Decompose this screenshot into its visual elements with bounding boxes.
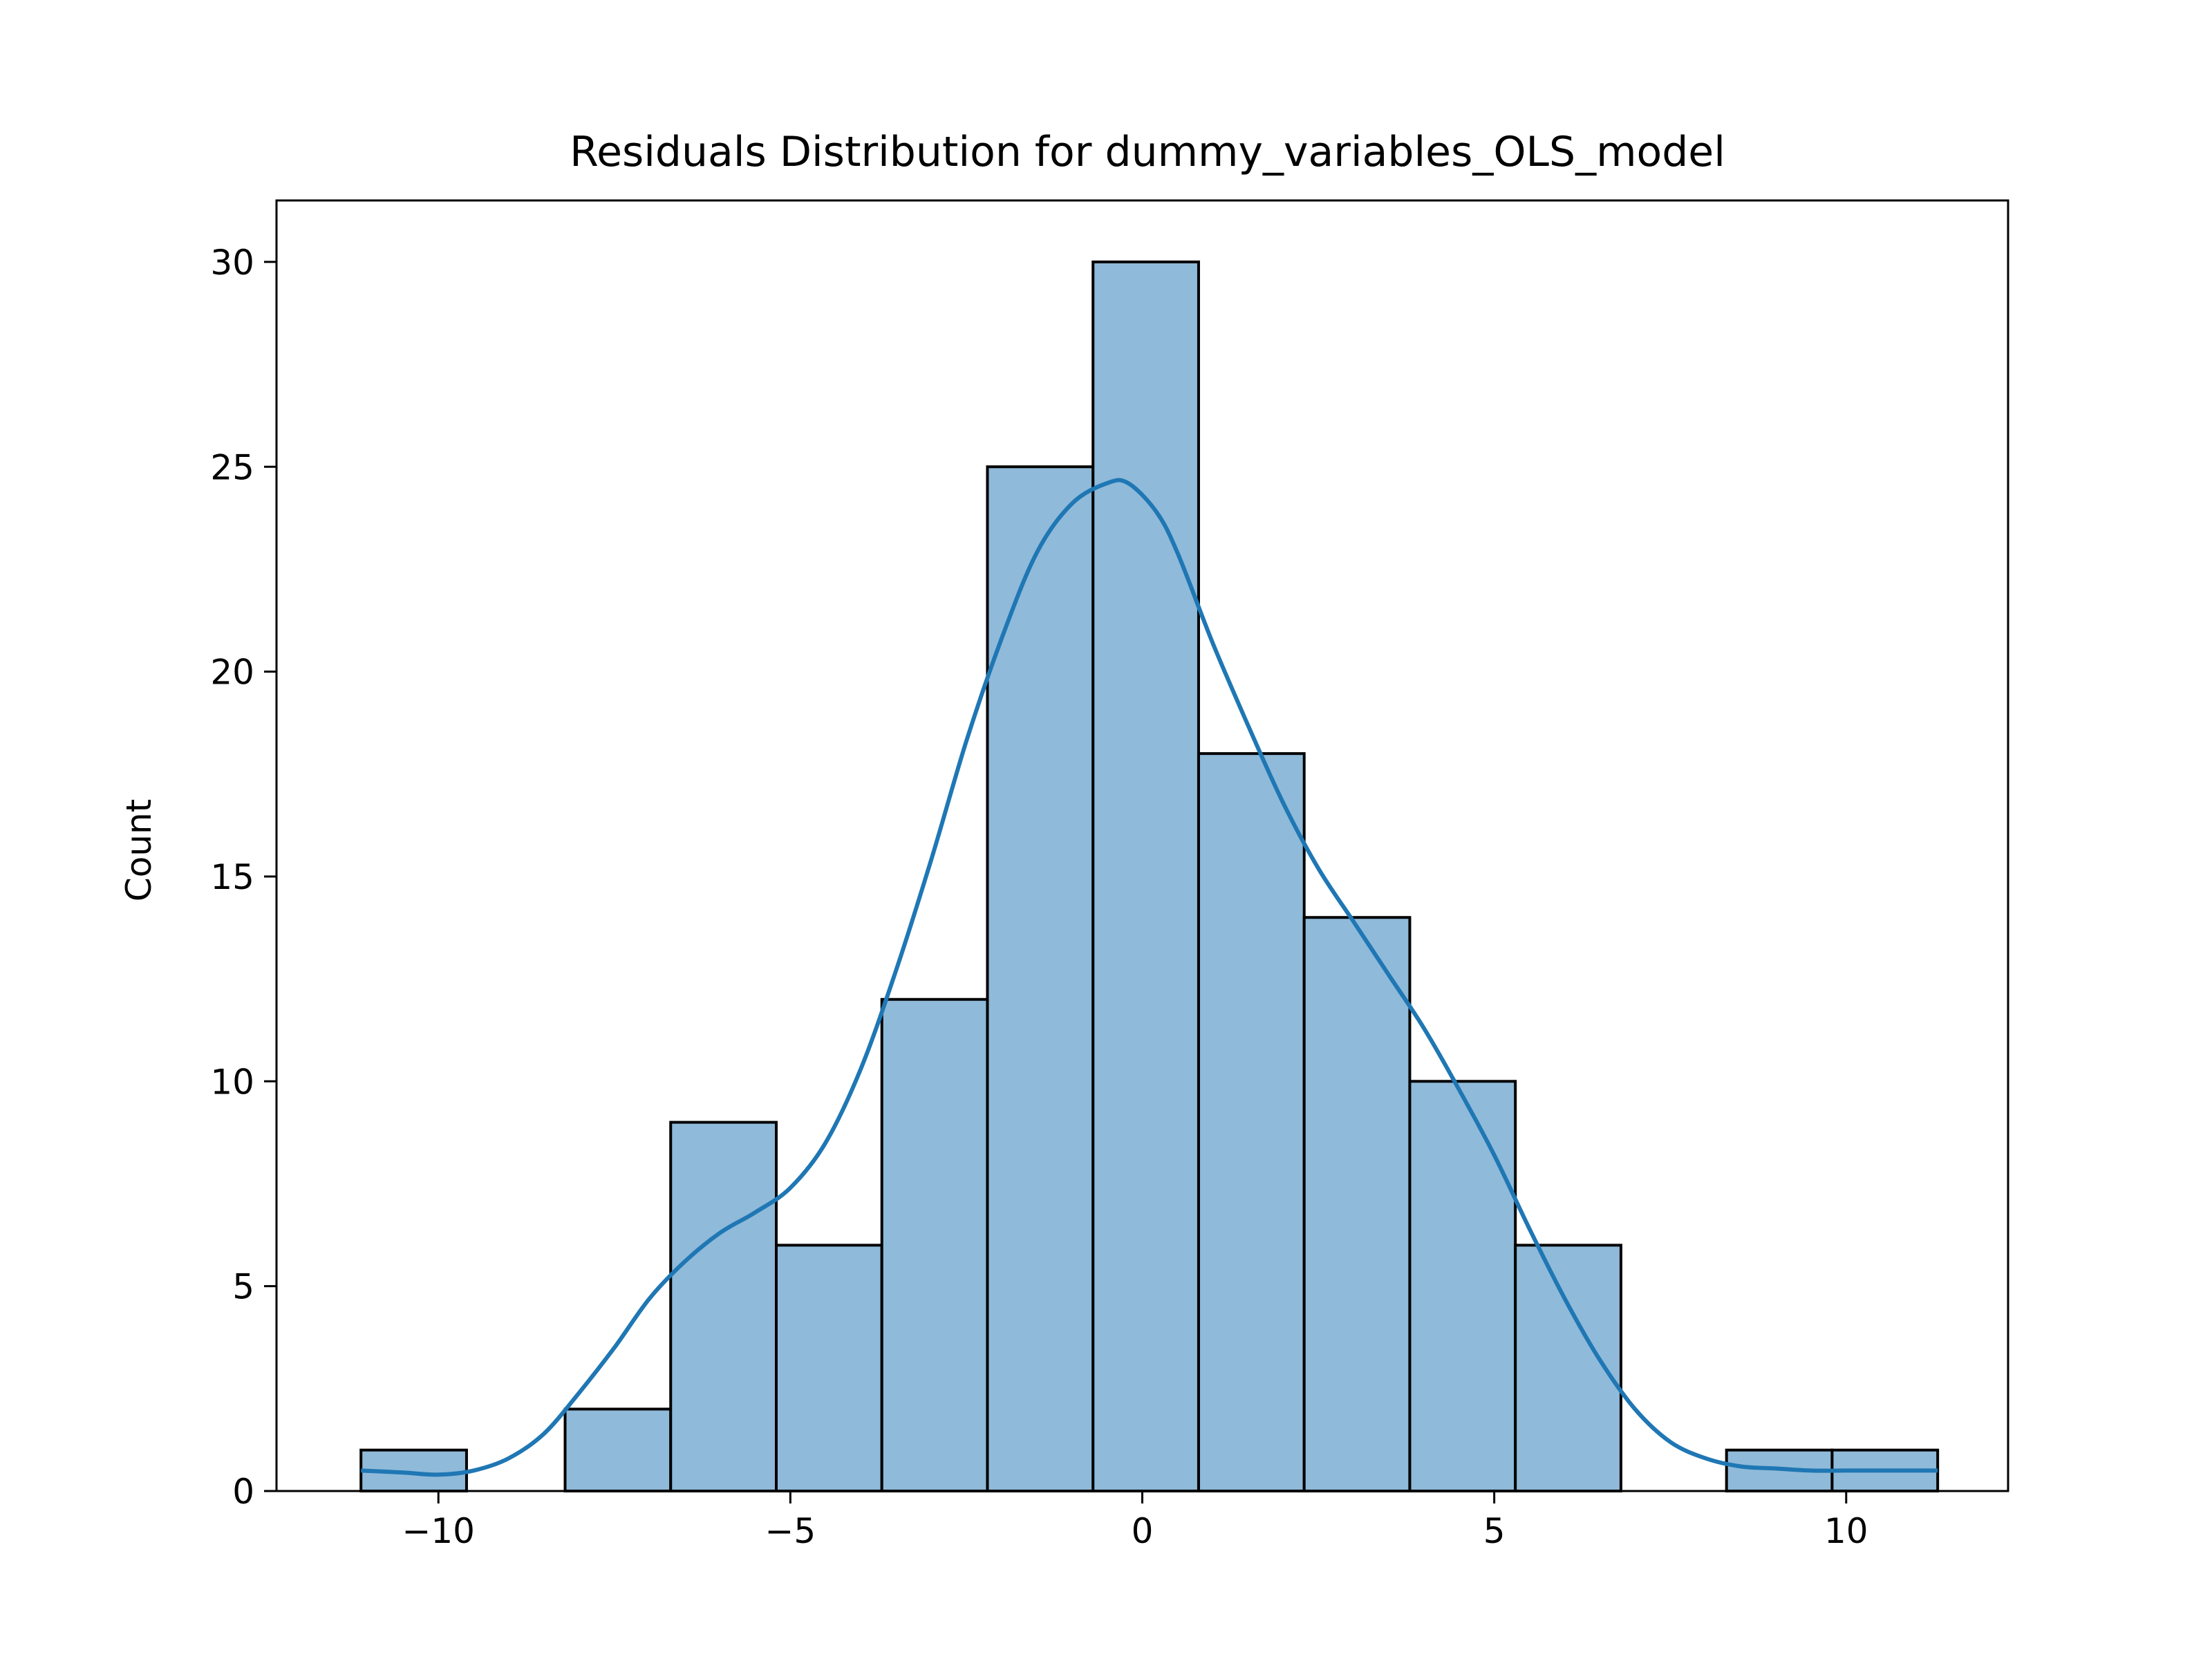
x-tick-label-3: 0 (1132, 1511, 1154, 1551)
x-tick-label-4: 5 (1483, 1511, 1506, 1551)
histogram-bar-3 (563, 1407, 673, 1493)
y-tick-label-2: 5 (232, 1267, 254, 1307)
y-axis-label: Count (119, 799, 159, 902)
histogram-bar-6 (880, 997, 989, 1493)
y-tick-label-1: 0 (232, 1472, 254, 1512)
histogram-bar-4 (669, 1121, 778, 1492)
x-axis-ticks: −10 −5 0 5 10 (402, 1491, 1868, 1551)
histogram-bar-9 (1197, 752, 1306, 1492)
y-tick-label-6: 25 (210, 447, 254, 487)
y-tick-label-7: 30 (210, 243, 254, 283)
x-tick-label-5: 10 (1824, 1511, 1868, 1551)
y-axis-ticks: 0 5 10 15 20 25 30 (210, 243, 276, 1512)
plot-frame (275, 199, 2009, 1492)
y-tick-label-3: 10 (210, 1062, 254, 1102)
chart-title: Residuals Distribution for dummy_variabl… (570, 128, 1725, 176)
histogram-bar-11 (1408, 1080, 1517, 1493)
histogram-bar-10 (1302, 916, 1412, 1492)
y-tick-label-4: 15 (210, 857, 254, 897)
histogram-bar-5 (774, 1244, 883, 1493)
y-tick-label-5: 20 (210, 653, 254, 693)
histogram-bar-7 (986, 465, 1095, 1492)
histogram-bar-8 (1091, 260, 1200, 1492)
kde-curve (361, 478, 1938, 1477)
x-tick-label-2: −5 (765, 1511, 816, 1551)
histogram-bars (359, 260, 1940, 1493)
x-tick-label-1: −10 (402, 1511, 475, 1551)
